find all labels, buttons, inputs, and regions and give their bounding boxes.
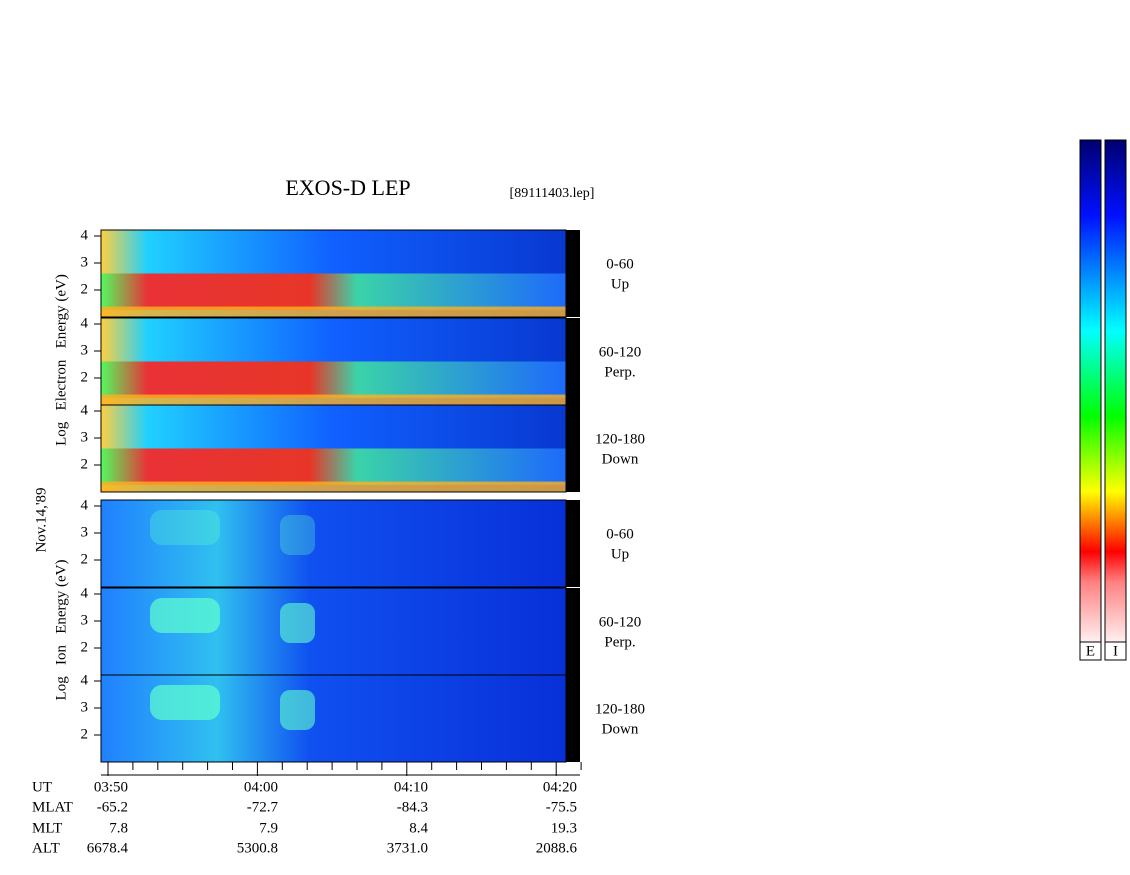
- spectrogram-blob: [150, 598, 220, 633]
- data-gap: [566, 230, 580, 317]
- row-value: 3731.0: [387, 840, 428, 856]
- y-tick-label: 2: [81, 639, 89, 655]
- y-tick-label: 2: [81, 726, 89, 742]
- y-tick-label: 4: [81, 315, 89, 331]
- row-label: ALT: [32, 840, 60, 856]
- spectrogram-band: [101, 273, 566, 311]
- y-tick-label: 2: [81, 551, 89, 567]
- file-name: [89111403.lep]: [510, 186, 595, 201]
- y-tick-label: 3: [81, 524, 89, 540]
- row-value: 03:50: [94, 779, 128, 795]
- row-value: -65.2: [97, 799, 128, 815]
- spectrogram-band: [101, 448, 566, 486]
- y-tick-label: 4: [81, 585, 89, 601]
- row-value: 19.3: [551, 820, 577, 836]
- spectrogram-blob: [280, 603, 315, 643]
- data-gap: [566, 405, 580, 492]
- data-gap: [566, 500, 580, 587]
- spectrogram-band: [101, 361, 566, 399]
- y-tick-label: 2: [81, 281, 89, 297]
- spectrogram-panel: [101, 500, 566, 587]
- y-tick-label: 3: [81, 612, 89, 628]
- pitch-angle: 60-120: [599, 614, 642, 630]
- pitch-angle: 0-60: [606, 256, 634, 272]
- title: EXOS-D LEP: [285, 175, 410, 200]
- pitch-angle: 60-120: [599, 344, 642, 360]
- y-tick-label: 4: [81, 497, 89, 513]
- pitch-angle: 120-180: [595, 431, 645, 447]
- colorbar-label: E: [1086, 643, 1095, 659]
- y-tick-label: 2: [81, 456, 89, 472]
- spectrogram-band: [101, 394, 566, 405]
- direction: Up: [611, 546, 629, 562]
- direction: Up: [611, 276, 629, 292]
- row-value: 6678.4: [87, 840, 129, 856]
- electron-axis-label: Log Electron Energy (eV): [53, 274, 69, 446]
- y-tick-label: 4: [81, 227, 89, 243]
- direction: Down: [602, 721, 639, 737]
- data-gap: [566, 318, 580, 405]
- direction: Perp.: [604, 634, 635, 650]
- y-tick-label: 3: [81, 429, 89, 445]
- colorbar: [1079, 139, 1102, 643]
- data-gap: [566, 675, 580, 762]
- date: Nov.14,'89: [33, 487, 49, 552]
- row-label: MLT: [32, 820, 62, 836]
- row-value: -75.5: [546, 799, 577, 815]
- y-tick-label: 3: [81, 254, 89, 270]
- row-value: -84.3: [397, 799, 428, 815]
- spectrogram-blob: [280, 690, 315, 730]
- ion-axis-label: Log Ion Energy (eV): [53, 560, 69, 701]
- row-value: 8.4: [409, 820, 428, 836]
- panel-frame: [100, 229, 567, 318]
- y-tick-label: 4: [81, 672, 89, 688]
- colorbar-label-box: [1079, 641, 1102, 661]
- row-value: 04:10: [394, 779, 428, 795]
- spectrogram-blob: [280, 515, 315, 555]
- colorbar-label: I: [1113, 643, 1118, 659]
- y-tick-label: 3: [81, 699, 89, 715]
- colorbar-label-box: [1104, 641, 1127, 661]
- row-value: 5300.8: [237, 840, 278, 856]
- row-value: 7.9: [259, 820, 278, 836]
- y-tick-label: 4: [81, 402, 89, 418]
- pitch-angle: 120-180: [595, 701, 645, 717]
- y-tick-label: 3: [81, 342, 89, 358]
- spectrogram-blob: [150, 685, 220, 720]
- row-value: 2088.6: [536, 840, 578, 856]
- pitch-angle: 0-60: [606, 526, 634, 542]
- spectrogram-band: [101, 481, 566, 492]
- spectrogram-blob: [150, 510, 220, 545]
- colorbar: [1104, 139, 1127, 643]
- y-tick-label: 2: [81, 369, 89, 385]
- row-label: MLAT: [32, 799, 73, 815]
- row-value: 7.8: [109, 820, 128, 836]
- panel-frame: [100, 674, 567, 763]
- row-value: -72.7: [247, 799, 279, 815]
- direction: Down: [602, 451, 639, 467]
- row-value: 04:00: [244, 779, 278, 795]
- row-label: UT: [32, 779, 52, 795]
- data-gap: [566, 588, 580, 675]
- panel-frame: [100, 404, 567, 493]
- direction: Perp.: [604, 364, 635, 380]
- spectrogram-band: [101, 306, 566, 317]
- row-value: 04:20: [543, 779, 577, 795]
- panel-frame: [100, 499, 567, 588]
